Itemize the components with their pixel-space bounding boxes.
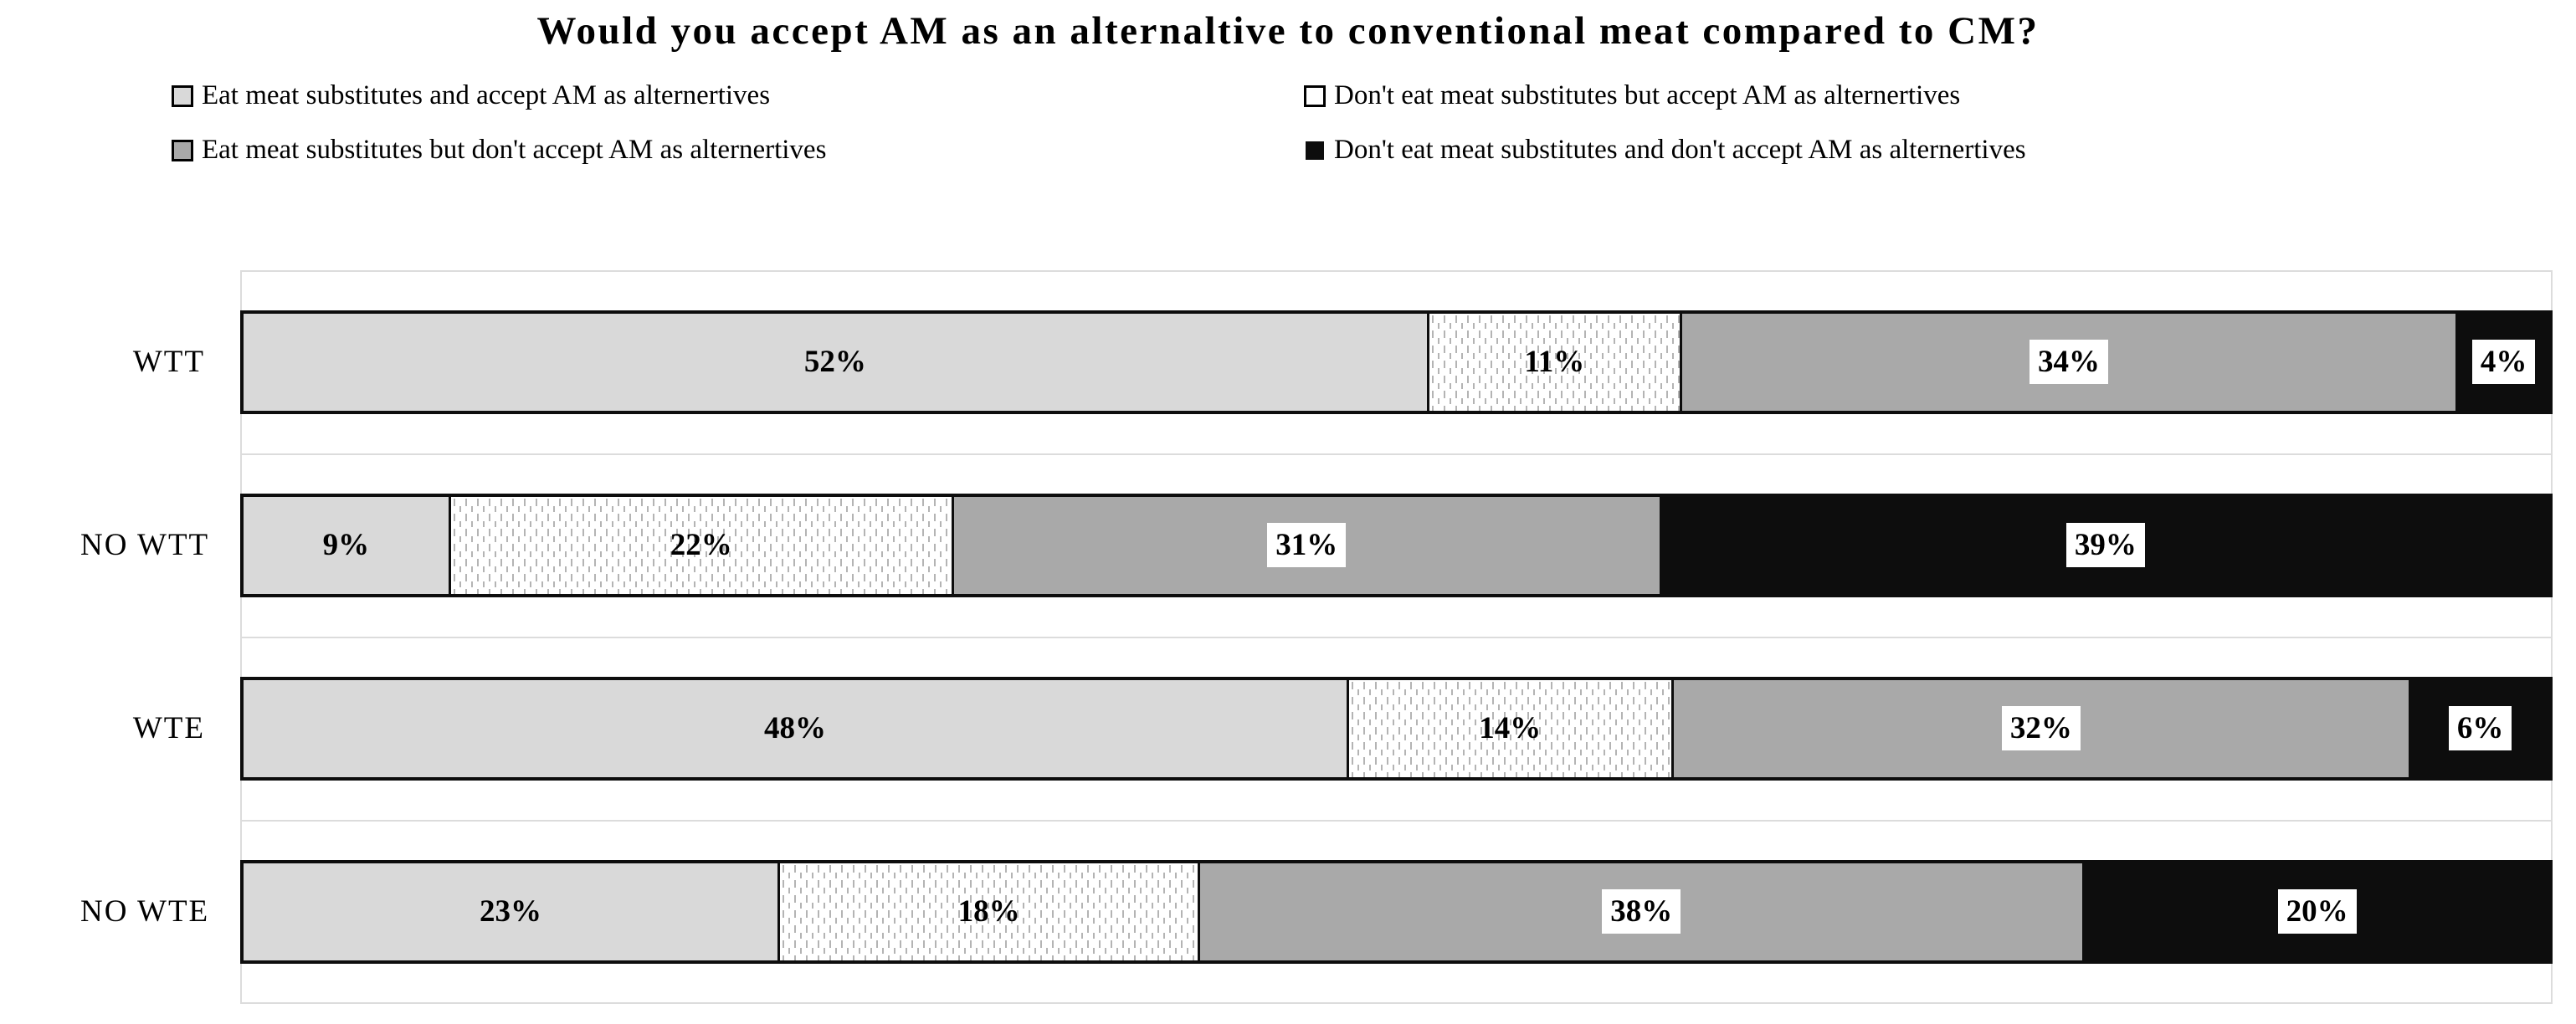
legend-item-0: Eat meat substitutes and accept AM as al…	[172, 80, 1304, 111]
bar-row-wtt: WTT 52% 11% 34% 4%	[80, 270, 2553, 453]
bar-segment-light-gray: 48%	[244, 679, 1350, 777]
legend-item-3: Don't eat meat substitutes and don't acc…	[1304, 135, 2576, 166]
dotted-fill	[779, 863, 1198, 960]
dotted-fill	[450, 496, 952, 594]
value-label: 32%	[2001, 706, 2081, 750]
value-label: 11%	[1524, 345, 1585, 379]
legend-item-2: Eat meat substitutes but don't accept AM…	[172, 135, 1304, 166]
bar-row-wte: WTE 48% 14% 32% 6%	[80, 637, 2553, 820]
category-separator-line	[240, 820, 2553, 822]
value-label: 20%	[2277, 889, 2357, 934]
value-label: 4%	[2471, 340, 2536, 384]
category-separator-line	[240, 637, 2553, 638]
legend: Eat meat substitutes and accept AM as al…	[172, 80, 2576, 166]
category-label: NO WTT	[80, 528, 210, 562]
white-swatch-icon	[1304, 84, 1326, 107]
value-label: 18%	[957, 894, 1020, 929]
bar-segment-light-gray: 9%	[244, 496, 451, 594]
bar-segment-dotted-white: 14%	[1349, 679, 1674, 777]
bar-segment-dotted-white: 22%	[450, 496, 954, 594]
bar-row-no-wte: NO WTE 23% 18% 38% 20%	[80, 820, 2553, 1003]
legend-label: Don't eat meat substitutes and don't acc…	[1334, 135, 2026, 165]
bar-segment-dotted-white: 18%	[779, 863, 1201, 960]
bar-segment-mid-gray: 34%	[1681, 313, 2459, 411]
legend-label: Eat meat substitutes but don't accept AM…	[202, 135, 827, 165]
category-label: NO WTE	[80, 894, 210, 929]
stacked-bar: 23% 18% 38% 20%	[240, 859, 2553, 964]
value-label: 23%	[479, 894, 541, 929]
category-label: WTT	[132, 345, 205, 379]
value-label: 52%	[803, 345, 866, 379]
dotted-fill	[1429, 313, 1680, 411]
gray-swatch-icon	[172, 139, 193, 161]
value-label: 6%	[2448, 706, 2512, 750]
legend-label: Eat meat substitutes and accept AM as al…	[202, 80, 771, 110]
bar-segment-mid-gray: 31%	[953, 496, 1662, 594]
value-label: 34%	[2029, 340, 2109, 384]
plot-area: WTT 52% 11% 34% 4% NO WTT 9% 22% 31% 39% WTE 48% 14%…	[80, 270, 2553, 1004]
value-label: 38%	[1602, 889, 1681, 934]
chart-title: Would you accept AM as an alternaltive t…	[536, 9, 2040, 53]
bar-segment-dotted-white: 11%	[1429, 313, 1682, 411]
bar-segment-black: 39%	[1661, 496, 2549, 594]
bar-segment-black: 20%	[2085, 863, 2549, 960]
value-label: 22%	[670, 528, 732, 562]
stacked-bar: 9% 22% 31% 39%	[240, 493, 2553, 597]
bar-row-no-wtt: NO WTT 9% 22% 31% 39%	[80, 453, 2553, 637]
legend-label: Don't eat meat substitutes but accept AM…	[1334, 80, 1961, 110]
value-label: 31%	[1267, 523, 1347, 567]
bar-segment-light-gray: 23%	[244, 863, 780, 960]
value-label: 39%	[2065, 523, 2145, 567]
category-label: WTE	[132, 711, 205, 745]
bar-segment-light-gray: 52%	[244, 313, 1429, 411]
bar-segment-black: 4%	[2458, 313, 2549, 411]
black-swatch-icon	[1306, 141, 1324, 160]
stacked-bar: 48% 14% 32% 6%	[240, 676, 2553, 781]
dotted-fill	[1349, 679, 1671, 777]
bar-segment-black: 6%	[2411, 679, 2549, 777]
bar-segment-mid-gray: 32%	[1673, 679, 2412, 777]
value-label: 14%	[1479, 711, 1542, 745]
legend-item-1: Don't eat meat substitutes but accept AM…	[1304, 80, 2576, 111]
category-separator-line	[240, 453, 2553, 455]
value-label: 9%	[322, 528, 370, 562]
stacked-bar: 52% 11% 34% 4%	[240, 310, 2553, 414]
bar-segment-mid-gray: 38%	[1200, 863, 2086, 960]
value-label: 48%	[764, 711, 827, 745]
light-gray-swatch-icon	[172, 84, 193, 107]
